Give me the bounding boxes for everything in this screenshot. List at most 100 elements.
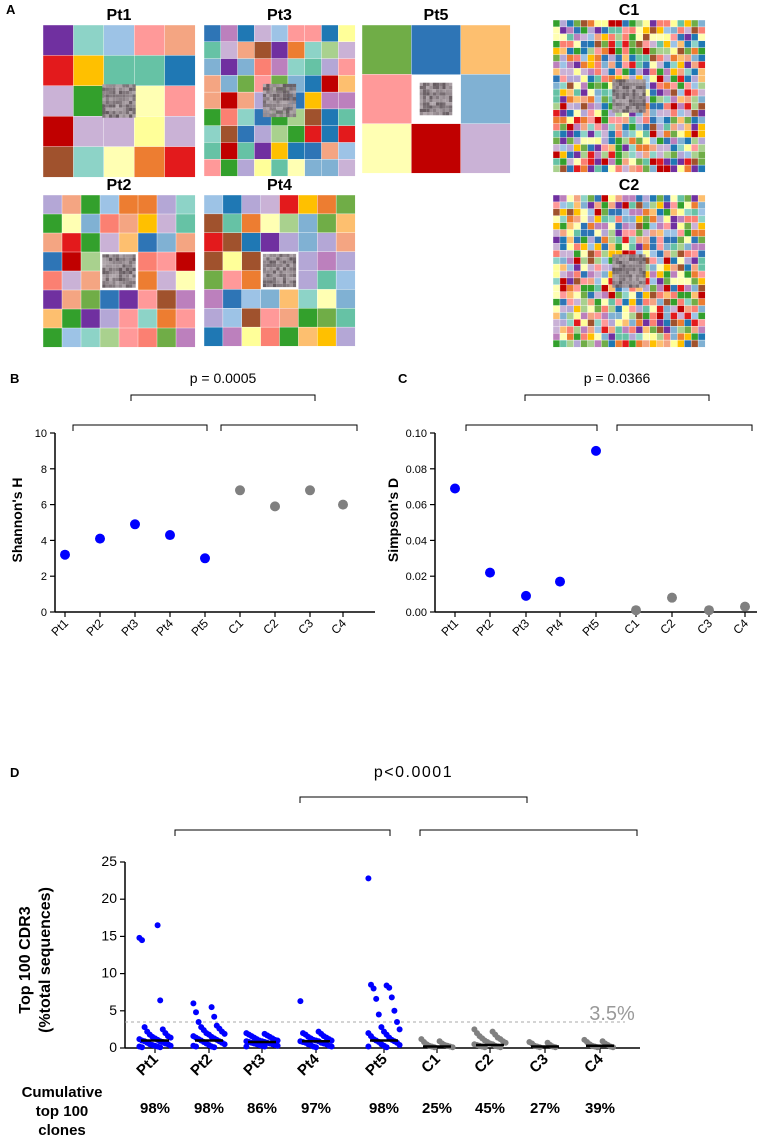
treemap-cell	[220, 142, 239, 160]
treemap-core	[289, 273, 293, 278]
treemap-cell	[566, 332, 575, 341]
treemap-core	[612, 89, 616, 93]
treemap-cell	[573, 215, 582, 224]
treemap-cell	[649, 339, 658, 348]
treemap-cell	[42, 146, 74, 178]
treemap-core	[279, 263, 283, 268]
treemap-cell	[656, 116, 665, 125]
treemap-core	[289, 257, 293, 261]
treemap-cell	[608, 19, 616, 28]
y-axis-label: Shannon's H	[9, 478, 25, 563]
treemap-core	[272, 83, 277, 88]
treemap-cell	[670, 298, 678, 307]
treemap-core	[286, 87, 290, 91]
treemap-core	[612, 271, 616, 275]
treemap-cell	[559, 130, 568, 138]
treemap-cell	[335, 251, 356, 271]
treemap-cell	[621, 201, 630, 210]
treemap-cell	[642, 47, 651, 56]
treemap-cell	[635, 298, 644, 307]
treemap-cell	[656, 277, 665, 286]
point	[274, 1037, 281, 1044]
treemap-cell	[663, 68, 671, 76]
treemap-cell	[241, 213, 262, 234]
treemap-core	[102, 101, 106, 105]
treemap-cell	[670, 151, 678, 159]
treemap-cell	[656, 151, 665, 159]
treemap-core	[266, 110, 270, 114]
treemap-core	[266, 93, 270, 98]
treemap-core	[286, 263, 290, 268]
treemap-core	[629, 92, 633, 96]
treemap-cell	[649, 54, 658, 62]
treemap-cell	[697, 61, 706, 69]
treemap-cell	[587, 291, 595, 300]
treemap-core	[132, 90, 136, 95]
treemap-cell	[663, 33, 671, 42]
treemap-core	[125, 271, 130, 275]
treemap-cell	[614, 339, 623, 348]
treemap-cell	[690, 332, 699, 341]
treemap-cell	[559, 151, 568, 159]
treemap-cell	[566, 201, 575, 210]
treemap-cell	[684, 47, 692, 56]
treemap-cell	[642, 326, 651, 334]
treemap-cell	[621, 151, 630, 159]
treemap-core	[642, 257, 646, 261]
treemap-cell	[156, 327, 177, 348]
treemap-core	[122, 260, 126, 265]
treemap-cell	[260, 194, 280, 215]
treemap-cell	[580, 312, 589, 320]
treemap-cell	[587, 305, 595, 313]
treemap-cell	[587, 298, 595, 307]
treemap-cell	[697, 19, 706, 28]
treemap-cell	[690, 229, 699, 237]
treemap-core	[119, 84, 123, 88]
treemap-cell	[237, 159, 255, 177]
treemap-cell	[697, 305, 706, 313]
treemap-cell	[175, 213, 196, 234]
treemap-cell	[573, 194, 582, 203]
treemap-cell	[552, 194, 561, 203]
treemap-cell	[587, 47, 595, 56]
treemap-core	[436, 112, 440, 116]
treemap-core	[632, 271, 636, 275]
treemap-core	[445, 108, 450, 113]
x-tick-label: Pt2	[473, 616, 496, 639]
treemap-cell	[656, 229, 665, 237]
treemap-cell	[642, 61, 651, 69]
treemap-cell	[663, 95, 671, 104]
treemap-cell	[338, 24, 356, 43]
treemap-cell	[614, 305, 623, 313]
treemap-cell	[580, 109, 589, 118]
treemap-core	[115, 114, 119, 118]
treemap-core	[635, 264, 640, 268]
treemap-core	[105, 107, 109, 112]
treemap-core	[276, 253, 280, 258]
treemap-cell	[684, 332, 692, 341]
treemap-core	[419, 105, 423, 109]
treemap-cell	[684, 144, 692, 152]
treemap-core	[269, 270, 273, 274]
treemap-core	[625, 267, 629, 271]
point	[378, 1024, 385, 1031]
treemap-cell	[621, 194, 630, 203]
treemap-cell	[164, 85, 196, 117]
treemap-core	[112, 107, 116, 112]
treemap-cell	[608, 116, 616, 125]
treemap-core	[115, 107, 119, 112]
treemap-cell	[697, 298, 706, 307]
treemap-cell	[684, 151, 692, 159]
treemap-core	[629, 267, 633, 271]
treemap-cell	[580, 164, 589, 173]
treemap-cell	[690, 222, 699, 231]
treemap-cell	[670, 208, 678, 217]
treemap-cell	[80, 194, 101, 215]
treemap-core	[115, 281, 119, 285]
treemap-core	[625, 260, 629, 265]
treemap-core	[419, 108, 423, 113]
treemap-core	[266, 97, 270, 101]
treemap-core	[112, 104, 116, 108]
treemap-core	[632, 284, 636, 288]
treemap-cell	[656, 130, 665, 138]
